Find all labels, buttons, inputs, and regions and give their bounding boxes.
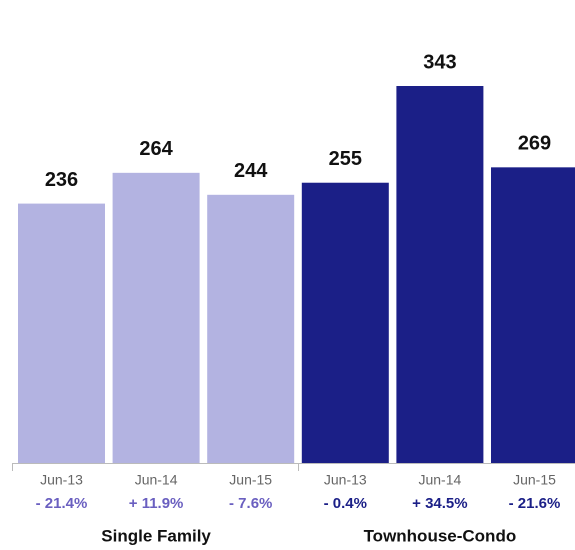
- bar: [18, 203, 105, 463]
- x-tick-label: Jun-13: [324, 472, 367, 488]
- change-label: - 0.4%: [324, 495, 367, 512]
- value-label: 269: [518, 133, 551, 155]
- x-tick-label: Jun-14: [135, 472, 178, 488]
- x-tick-label: Jun-13: [40, 472, 83, 488]
- value-label: 244: [234, 160, 268, 182]
- change-label: + 34.5%: [412, 495, 467, 512]
- change-label: + 11.9%: [129, 495, 184, 512]
- bar: [491, 167, 575, 464]
- group-label: Townhouse-Condo: [364, 526, 517, 545]
- change-label: - 7.6%: [229, 495, 272, 512]
- value-label: 264: [139, 138, 173, 160]
- value-label: 343: [423, 51, 456, 73]
- group-label: Single Family: [101, 526, 211, 545]
- bar: [207, 194, 295, 463]
- value-label: 236: [45, 169, 78, 191]
- change-label: - 21.6%: [509, 495, 561, 512]
- x-tick-label: Jun-14: [418, 472, 461, 488]
- bar: [396, 86, 484, 463]
- change-label: - 21.4%: [36, 495, 88, 512]
- bar: [112, 172, 200, 463]
- x-tick-label: Jun-15: [513, 472, 556, 488]
- bar: [301, 182, 389, 464]
- x-tick-label: Jun-15: [229, 472, 272, 488]
- value-label: 255: [329, 148, 362, 170]
